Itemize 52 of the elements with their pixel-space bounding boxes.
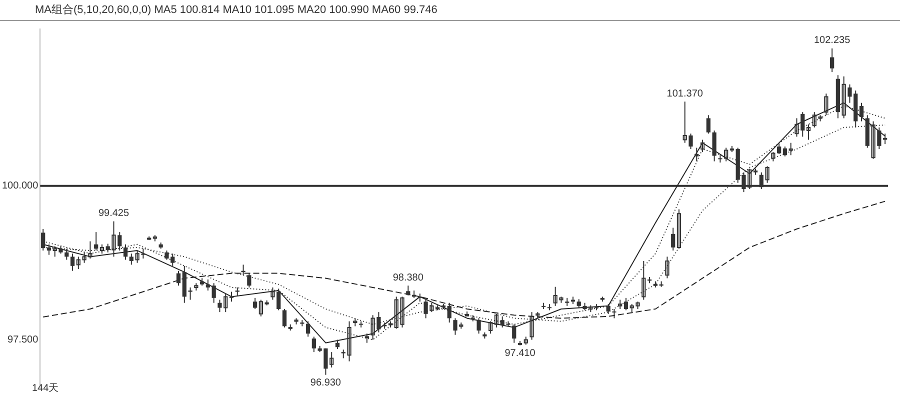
candlestick (176, 270, 181, 286)
candlestick (624, 297, 628, 311)
candlestick (335, 339, 340, 350)
candlestick (676, 208, 682, 250)
candlestick (94, 232, 98, 252)
candlestick (229, 291, 234, 302)
annotation: 98.380 (392, 272, 424, 284)
candlestick (123, 244, 128, 260)
annotation: 96.930 (310, 378, 342, 389)
candlestick (671, 227, 676, 252)
candlestick (700, 139, 705, 153)
candlestick (830, 48, 834, 73)
annotation: 101.370 (666, 88, 704, 100)
candlestick (488, 320, 493, 334)
candlestick (618, 299, 622, 310)
candlestick (206, 278, 210, 292)
annotation: 99.425 (98, 208, 130, 220)
candlestick (252, 297, 258, 310)
candlestick (694, 147, 699, 162)
y-tick-label: 100.000 (2, 180, 39, 192)
candlestick (665, 256, 670, 279)
candlestick (312, 336, 316, 353)
candlestick (241, 264, 246, 276)
candlestick (606, 304, 610, 314)
candlestick (247, 272, 252, 288)
candlestick (46, 244, 52, 256)
candlestick (447, 302, 452, 324)
candlestick (306, 320, 310, 338)
candlestick (612, 308, 616, 319)
y-tick-label: 97.500 (8, 334, 39, 346)
candlestick (777, 144, 782, 154)
candlestick (788, 142, 793, 156)
candlestick (782, 146, 788, 157)
annotation: 97.410 (504, 348, 536, 360)
candlestick (494, 313, 499, 328)
candlestick (642, 260, 646, 300)
candlestick (806, 124, 811, 140)
candlestick (771, 152, 776, 162)
candlestick (100, 244, 104, 254)
chart-subtitle: MA组合(5,10,20,60,0,0) MA5 100.814 MA10 101.095 MA20 100.990 MA60 99.746 (0, 0, 900, 21)
candlestick (212, 282, 216, 304)
candlestick (706, 114, 710, 134)
annotation: 144天 (32, 382, 59, 394)
candlestick (476, 318, 481, 334)
annotation: 102.235 (814, 35, 851, 46)
candlestick (282, 308, 287, 328)
candlestick (882, 133, 888, 145)
candlestick (712, 130, 716, 162)
candlestick (406, 285, 410, 296)
candlestick (64, 248, 69, 260)
candlestick (258, 299, 264, 317)
candlestick (70, 253, 75, 272)
